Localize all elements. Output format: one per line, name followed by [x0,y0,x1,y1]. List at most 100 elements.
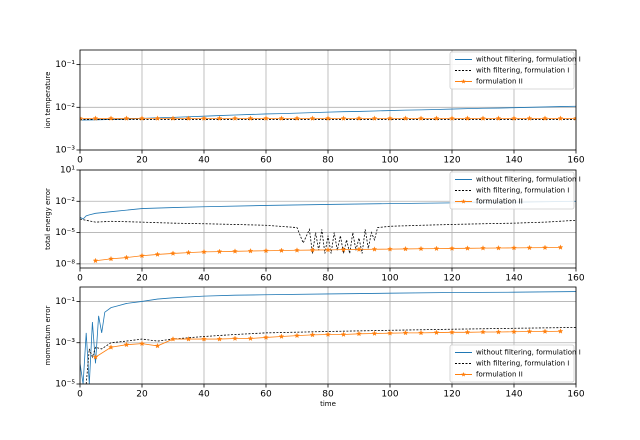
x-tick-label: 80 [322,156,334,166]
marker [371,115,378,121]
legend-label: without filtering, formulation I [476,176,581,184]
marker [542,328,548,334]
x-tick-label: 0 [77,156,83,166]
legend-label: without filtering, formulation I [476,349,581,357]
x-tick-label: 0 [77,390,83,400]
y-tick-label: 10⁻² [55,197,75,207]
marker [123,341,130,348]
series-line [80,218,576,254]
marker [526,328,533,334]
legend-label: with filtering, formulation I [476,187,569,195]
series-line [85,327,576,384]
marker [139,340,145,346]
marker [557,115,564,121]
x-tick-label: 40 [198,390,210,400]
y-tick-label: 10⁻⁵ [55,380,75,390]
x-tick-label: 60 [260,390,272,400]
legend: without filtering, formulation I with fil… [449,171,581,210]
marker [278,247,285,253]
marker [108,255,114,262]
marker [247,335,254,341]
legend-box [449,51,575,90]
x-tick-label: 140 [505,274,522,284]
x-tick-label: 140 [505,156,522,166]
marker [356,246,362,252]
legend-label: with filtering, formulation I [476,360,569,368]
marker [356,115,362,121]
x-tick-label: 120 [443,156,460,166]
marker [387,115,393,121]
marker [278,333,285,339]
legend-box [449,344,575,383]
legend-label: formulation II [476,198,523,206]
marker [263,247,269,254]
marker [526,244,533,251]
marker [185,249,192,255]
series-line [80,200,576,220]
x-tick-label: 100 [381,274,398,284]
marker [402,329,409,336]
x-tick-label: 20 [136,390,148,400]
x-tick-label: 80 [322,274,334,284]
legend: without filtering, formulation I with fil… [449,51,581,90]
marker [139,115,145,121]
marker [325,246,331,253]
marker [542,115,548,121]
marker [325,331,331,337]
marker [418,245,424,252]
legend-label: formulation II [476,78,523,86]
plot-area [80,200,576,264]
marker [263,334,269,340]
y-tick-label: 10⁻³ [55,338,75,348]
x-tick-label: 60 [260,156,272,166]
marker [92,257,99,264]
marker [433,245,440,251]
marker [449,245,455,251]
legend-box [449,171,575,210]
marker [232,335,238,341]
x-tick-label: 100 [381,156,398,166]
marker [495,245,502,251]
marker [573,115,576,121]
marker [402,246,409,252]
x-tick-label: 40 [198,156,210,166]
x-tick-label: 20 [136,156,148,166]
y-axis-label: ion temperature [44,72,52,129]
marker [247,115,254,121]
marker [340,246,347,252]
marker [108,344,114,350]
legend: without filtering, formulation I with fil… [449,344,581,383]
marker [480,115,486,121]
marker [557,244,564,250]
marker [263,115,269,121]
x-tick-label: 120 [443,274,460,284]
marker [449,115,455,121]
marker [418,115,424,121]
marker [92,354,99,360]
marker [294,332,300,338]
marker [80,115,83,121]
marker [511,115,517,121]
marker [449,329,455,335]
marker [216,336,223,342]
x-tick-label: 60 [260,274,272,284]
series-line [80,291,576,384]
y-axis-label: total energy error [44,188,52,250]
marker [511,244,517,251]
marker [108,115,114,121]
marker [294,247,300,253]
marker [402,115,409,121]
x-tick-label: 160 [567,390,584,400]
marker [557,328,564,334]
marker [433,329,440,335]
y-tick-label: 10⁻² [55,103,75,113]
marker [495,329,502,335]
marker [185,115,192,121]
legend-label: without filtering, formulation I [476,56,581,64]
legend-label: with filtering, formulation I [476,67,569,75]
marker [542,244,548,250]
x-tick-label: 0 [77,274,83,284]
y-tick-label: 10⁻⁵ [55,228,75,238]
legend-marker [461,372,466,377]
